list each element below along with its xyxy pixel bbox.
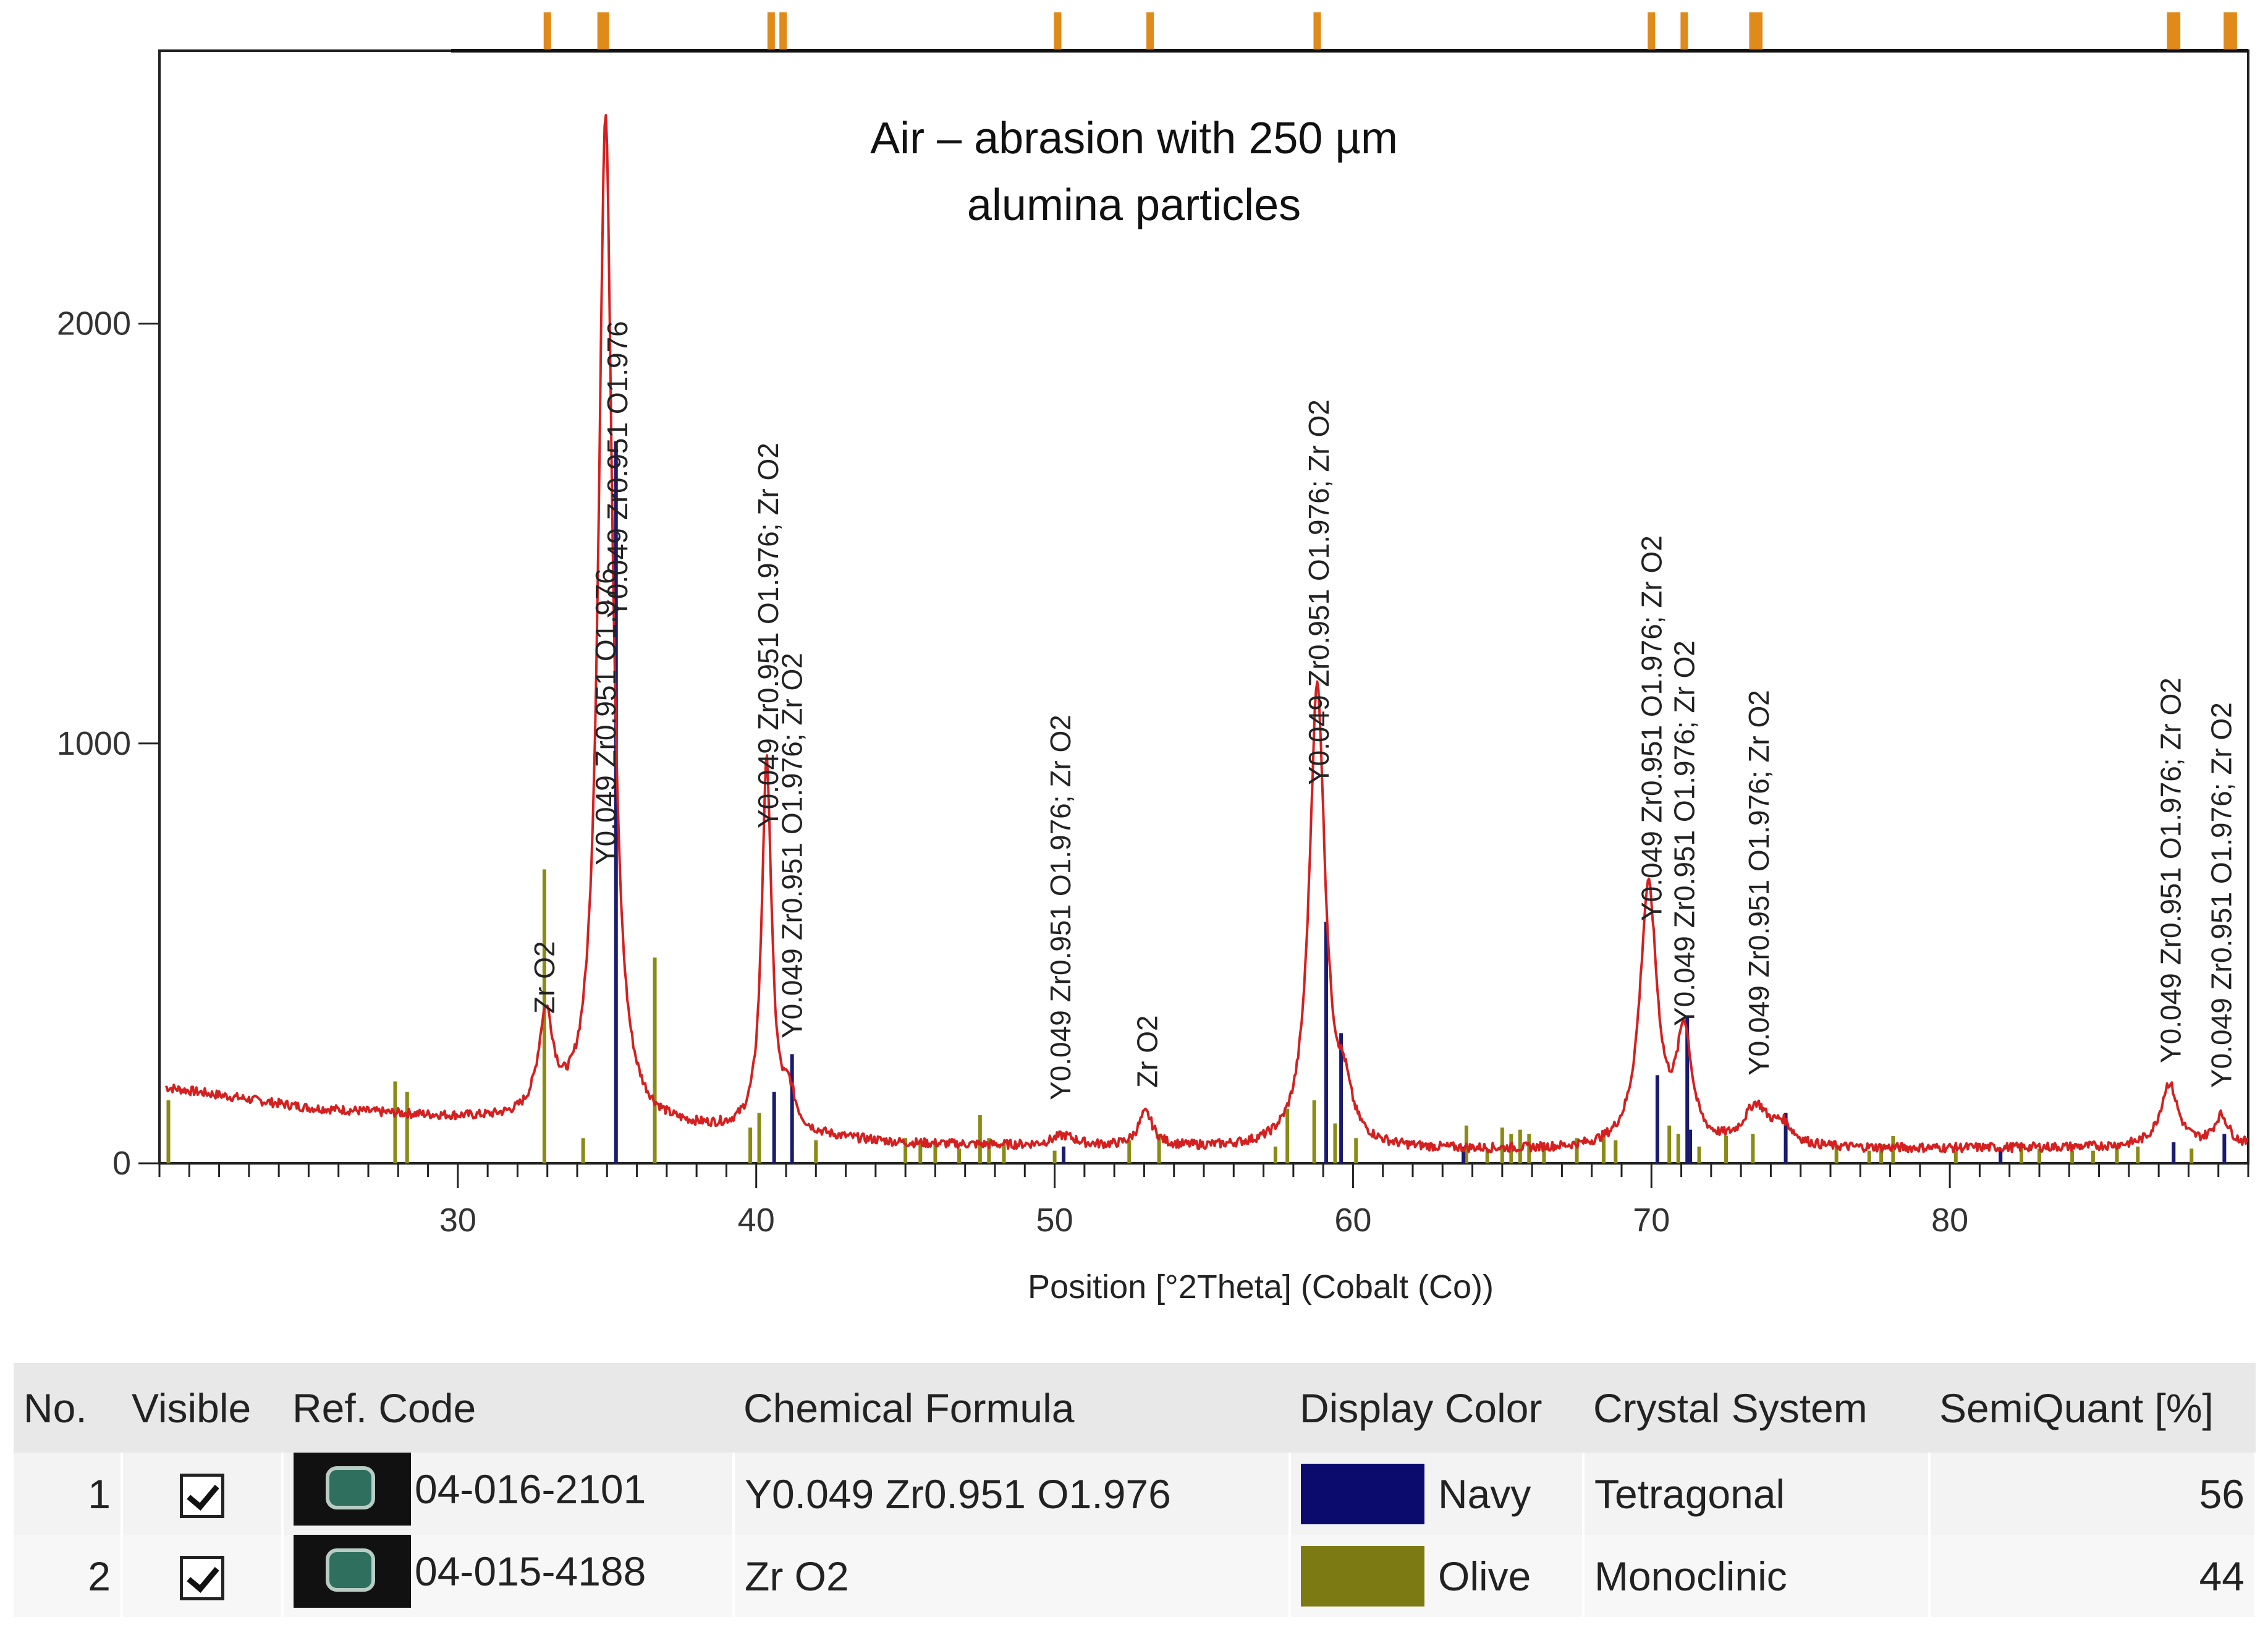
chart-title-line-2: alumina particles: [967, 180, 1301, 230]
semiquant-value: 44: [1929, 1535, 2257, 1617]
top-marker: [2167, 12, 2175, 49]
y-tick-label: 1000: [57, 725, 131, 762]
display-color-cell: Olive: [1290, 1535, 1585, 1617]
header-no[interactable]: No.: [14, 1363, 122, 1453]
icdd-logo-icon: [294, 1453, 411, 1526]
table-header-row: No. Visible Ref. Code Chemical Formula D…: [14, 1363, 2256, 1453]
top-marker: [2229, 12, 2237, 49]
top-marker: [1648, 12, 1656, 49]
header-chemical-formula[interactable]: Chemical Formula: [734, 1363, 1290, 1453]
y-tick-label: 2000: [57, 305, 131, 342]
header-ref-code[interactable]: Ref. Code: [282, 1363, 734, 1453]
icdd-logo-icon: [294, 1535, 411, 1608]
color-name: Navy: [1438, 1471, 1531, 1517]
chemical-formula: Zr O2: [734, 1535, 1291, 1617]
peak-label: Y0.049 Zr0.951 O1.976; Zr O2: [776, 653, 808, 1038]
color-swatch[interactable]: [1301, 1463, 1424, 1524]
top-marker: [1755, 12, 1763, 49]
x-tick-label: 30: [439, 1202, 476, 1239]
ref-code: 04-016-2101: [415, 1466, 646, 1512]
header-semiquant[interactable]: SemiQuant [%]: [1929, 1363, 2256, 1453]
ref-code-cell: 04-015-4188: [282, 1535, 735, 1617]
visible-cell: [122, 1453, 284, 1535]
pattern-layer: [165, 114, 2249, 1153]
visible-cell: [122, 1535, 284, 1617]
header-display-color[interactable]: Display Color: [1290, 1363, 1583, 1453]
top-marker: [1054, 12, 1062, 49]
chemical-formula: Y0.049 Zr0.951 O1.976: [734, 1453, 1291, 1535]
visible-checkbox[interactable]: [180, 1474, 224, 1519]
crystal-system: Tetragonal: [1583, 1453, 1931, 1535]
peak-label: Y0.049 Zr0.951 O1.976: [590, 568, 622, 865]
top-marker: [1680, 12, 1688, 49]
x-tick-label: 70: [1633, 1202, 1670, 1239]
reference-stick-layer: [166, 441, 2227, 1163]
top-marker: [1146, 12, 1154, 49]
top-marker: [779, 12, 787, 49]
row-number: 1: [14, 1453, 123, 1535]
peak-label: Y0.049 Zr0.951 O1.976: [601, 321, 633, 618]
x-tick-label: 60: [1334, 1202, 1371, 1239]
crystal-system: Monoclinic: [1583, 1535, 1931, 1617]
table-row[interactable]: 2 04-015-4188 Zr O2 Olive Monoclinic 44: [14, 1535, 2257, 1617]
row-number: 2: [14, 1535, 123, 1617]
ref-code-cell: 04-016-2101: [282, 1453, 735, 1535]
peak-label: Y0.049 Zr0.951 O1.976; Zr O2: [1635, 535, 1667, 921]
semiquant-value: 56: [1929, 1453, 2257, 1535]
top-marker: [601, 12, 609, 49]
table-row[interactable]: 1 04-016-2101 Y0.049 Zr0.951 O1.976 Navy…: [14, 1453, 2257, 1535]
header-crystal-system[interactable]: Crystal System: [1583, 1363, 1929, 1453]
peak-label: Y0.049 Zr0.951 O1.976; Zr O2: [2206, 702, 2238, 1088]
peak-label: Y0.049 Zr0.951 O1.976; Zr O2: [1303, 399, 1335, 785]
checkmark-icon: [187, 1559, 219, 1594]
x-tick-label: 80: [1931, 1202, 1968, 1239]
checkmark-icon: [187, 1477, 219, 1511]
pattern-line: [165, 114, 2249, 1153]
peak-label: Y0.049 Zr0.951 O1.976; Zr O2: [752, 443, 784, 828]
peak-label: Zr O2: [1131, 1015, 1163, 1088]
xrd-chart: 0 1000 2000 30 40 50 60 70 80 Zr O2 Y0.049 Zr0.95…: [57, 12, 2249, 1305]
peak-label: Zr O2: [528, 941, 561, 1014]
top-marker-layer: [451, 12, 2248, 53]
phase-table: No. Visible Ref. Code Chemical Formula D…: [14, 1363, 2257, 1617]
top-marker: [767, 12, 775, 49]
chart-title-line-1: Air – abrasion with 250 µm: [870, 114, 1398, 163]
top-marker: [2224, 12, 2232, 49]
peak-label: Y0.049 Zr0.951 O1.976; Zr O2: [1044, 715, 1077, 1100]
top-marker: [1749, 12, 1757, 49]
ref-code: 04-015-4188: [415, 1548, 646, 1594]
x-axis-title: Position [°2Theta] (Cobalt (Co)): [1028, 1268, 1494, 1305]
visible-checkbox[interactable]: [180, 1556, 224, 1601]
peak-label: Y0.049 Zr0.951 O1.976; Zr O2: [1743, 690, 1775, 1076]
peak-label: Y0.049 Zr0.951 O1.976; Zr O2: [2154, 677, 2186, 1063]
top-marker: [543, 12, 551, 49]
color-name: Olive: [1438, 1553, 1531, 1599]
color-swatch[interactable]: [1301, 1545, 1424, 1607]
y-tick-label: 0: [112, 1145, 131, 1182]
peak-label: Y0.049 Zr0.951 O1.976; Zr O2: [1668, 640, 1700, 1026]
top-marker: [1313, 12, 1321, 49]
display-color-cell: Navy: [1290, 1453, 1585, 1535]
header-visible[interactable]: Visible: [122, 1363, 282, 1453]
top-marker: [2173, 12, 2181, 49]
axis-layer: 0 1000 2000 30 40 50 60 70 80: [57, 305, 2249, 1239]
x-tick-label: 50: [1036, 1202, 1073, 1239]
x-tick-label: 40: [738, 1202, 775, 1239]
